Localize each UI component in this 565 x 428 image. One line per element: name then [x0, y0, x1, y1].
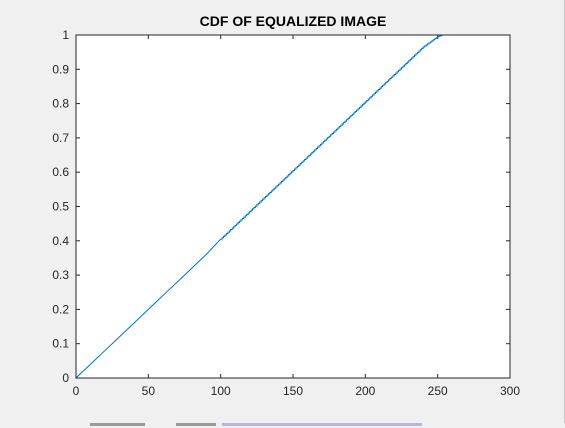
x-tick-label: 100 — [211, 384, 231, 398]
y-tick-label: 0.7 — [52, 131, 69, 145]
x-tick-label: 150 — [283, 384, 303, 398]
x-tick-label: 300 — [500, 384, 520, 398]
y-tick-label: 1 — [62, 28, 69, 42]
series-line — [75, 35, 443, 379]
axes-background — [76, 35, 510, 378]
x-tick-label: 250 — [428, 384, 448, 398]
y-tick-label: 0.8 — [52, 97, 69, 111]
y-tick-label: 0.2 — [52, 302, 69, 316]
chart-title: CDF OF EQUALIZED IMAGE — [200, 13, 387, 29]
y-tick-label: 0.6 — [52, 165, 69, 179]
clipped-toolbar-strip — [0, 423, 565, 428]
y-tick-label: 0.1 — [52, 337, 69, 351]
axes-box — [75, 34, 511, 379]
y-tick-label: 0.3 — [52, 268, 69, 282]
x-tick-label: 200 — [355, 384, 375, 398]
x-tick-label: 50 — [142, 384, 156, 398]
y-tick-label: 0.4 — [52, 234, 69, 248]
y-tick-label: 0.5 — [52, 200, 69, 214]
y-tick-label: 0.9 — [52, 62, 69, 76]
x-tick-label: 0 — [73, 384, 80, 398]
y-tick-label: 0 — [62, 371, 69, 385]
